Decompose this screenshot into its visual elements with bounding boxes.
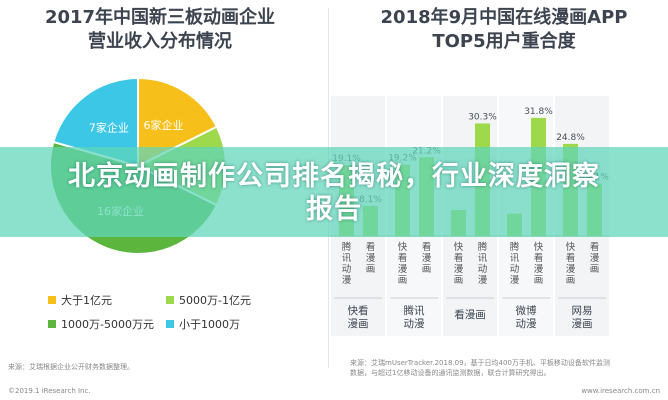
bar-category-label-4-0-1: 看 (566, 252, 576, 264)
website: www.iresearch.com.cn (581, 387, 660, 395)
pie-slice-label-0: 6家企业 (143, 118, 183, 132)
source-note-right-line1: 来源：艾瑞mUserTracker.2018.09，基于日均400万手机、平板移… (350, 359, 610, 367)
legend-swatch-0 (48, 296, 56, 304)
source-note-left: 来源：艾瑞根据企业公开财务数据整理。 (8, 363, 134, 371)
banner-line2: 报告 (306, 194, 362, 225)
bar-category-label-4-0-0: 快 (566, 241, 576, 253)
bar-category-label-1-0-0: 快 (398, 241, 408, 253)
bar-value-label-4-0: 24.8% (556, 133, 585, 143)
bar-category-label-1-1-1: 漫 (422, 252, 432, 264)
group-name-1-1: 动漫 (404, 317, 425, 330)
bar-category-label-0-0-0: 腾 (342, 241, 352, 253)
bar-category-label-3-0-2: 动 (510, 264, 520, 275)
bar-category-label-0-1-1: 漫 (366, 252, 376, 264)
bar-category-label-2-0-0: 快 (454, 241, 464, 253)
bar-category-label-0-1-0: 看 (366, 241, 376, 253)
group-name-2: 看漫画 (454, 308, 486, 321)
bar-category-label-2-1-2: 动 (478, 264, 488, 275)
pie-slice-0 (137, 76, 219, 168)
copyright: ©2019.1 iResearch Inc. (8, 387, 91, 395)
legend-label-0: 大于1亿元 (61, 294, 112, 307)
pie-slice-3 (52, 76, 139, 168)
bar-category-label-0-0-1: 讯 (342, 253, 352, 264)
legend-swatch-3 (166, 320, 174, 328)
bar-category-label-1-0-1: 看 (398, 252, 408, 264)
legend-swatch-1 (166, 296, 174, 304)
bar-value-label-2-1: 30.3% (468, 112, 497, 122)
group-name-4-1: 漫画 (572, 317, 593, 330)
bar-category-label-3-1-3: 画 (534, 275, 544, 286)
bar-category-label-4-1-1: 漫 (590, 252, 600, 264)
bar-category-label-3-1-2: 漫 (534, 263, 544, 275)
bar-category-label-0-0-3: 漫 (342, 274, 352, 286)
legend-item-3: 小于1000万 (166, 316, 240, 332)
group-name-0-0: 快看 (348, 304, 369, 317)
bar-category-label-3-0-1: 讯 (510, 253, 520, 264)
legend-item-2: 1000万-5000万元 (48, 316, 154, 332)
bar-category-label-2-0-2: 漫 (454, 263, 464, 275)
bar-category-label-4-1-2: 画 (590, 264, 600, 275)
pie-slice-label-3: 7家企业 (89, 120, 129, 134)
source-note-right-line2: 数据，与超过1亿移动设备的通讯监测数据，联合计算研究得出。 (350, 369, 551, 377)
legend-item-1: 5000万-1亿元 (166, 292, 251, 308)
group-name-0-1: 漫画 (348, 317, 369, 330)
left-chart-title: 2017年中国新三板动画企业 营业收入分布情况 (10, 6, 310, 54)
bar-category-label-2-1-3: 漫 (478, 274, 488, 286)
banner-headline: 北京动画制作公司排名揭秘，行业深度洞察 报告 (0, 160, 668, 226)
bar-category-label-2-0-1: 看 (454, 252, 464, 264)
bar-category-label-2-1-1: 讯 (478, 253, 488, 264)
bar-category-label-2-0-3: 画 (454, 275, 464, 286)
right-title-line2: TOP5用户重合度 (432, 31, 576, 52)
left-title-line1: 2017年中国新三板动画企业 (44, 7, 276, 28)
bar-category-label-3-1-1: 看 (534, 252, 544, 264)
bar-category-label-2-1-0: 腾 (478, 241, 488, 253)
group-name-3-1: 动漫 (516, 317, 537, 330)
right-title-line1: 2018年9月中国在线漫画APP (380, 7, 628, 28)
legend-label-2: 1000万-5000万元 (61, 318, 154, 331)
bar-category-label-1-0-3: 画 (398, 275, 408, 286)
bar-category-label-1-1-0: 看 (422, 241, 432, 253)
right-chart-title: 2018年9月中国在线漫画APP TOP5用户重合度 (345, 6, 663, 54)
legend-label-3: 小于1000万 (179, 318, 240, 331)
legend-swatch-2 (48, 320, 56, 328)
bar-category-label-3-0-0: 腾 (510, 241, 520, 253)
group-name-1-0: 腾讯 (404, 304, 425, 317)
bar-category-label-3-0-3: 漫 (510, 274, 520, 286)
banner-line1: 北京动画制作公司排名揭秘，行业深度洞察 (68, 161, 600, 192)
bar-category-label-3-1-0: 快 (534, 241, 544, 253)
left-title-line2: 营业收入分布情况 (88, 31, 232, 52)
overlay-banner (0, 147, 668, 237)
bar-category-label-4-1-0: 看 (590, 241, 600, 253)
bar-category-label-4-0-2: 漫 (566, 263, 576, 275)
group-name-4-0: 网易 (572, 305, 593, 317)
bar-category-label-4-0-3: 画 (566, 275, 576, 286)
group-name-3-0: 微博 (516, 304, 537, 317)
bar-value-label-3-1: 31.8% (524, 107, 553, 117)
bar-category-label-1-1-2: 画 (422, 264, 432, 275)
legend-item-0: 大于1亿元 (48, 292, 112, 308)
source-note-right: 来源：艾瑞mUserTracker.2018.09，基于日均400万手机、平板移… (350, 358, 660, 378)
bar-category-label-1-0-2: 漫 (398, 263, 408, 275)
bar-category-label-0-1-2: 画 (366, 264, 376, 275)
legend-label-1: 5000万-1亿元 (179, 294, 251, 307)
bar-category-label-0-0-2: 动 (342, 264, 352, 275)
